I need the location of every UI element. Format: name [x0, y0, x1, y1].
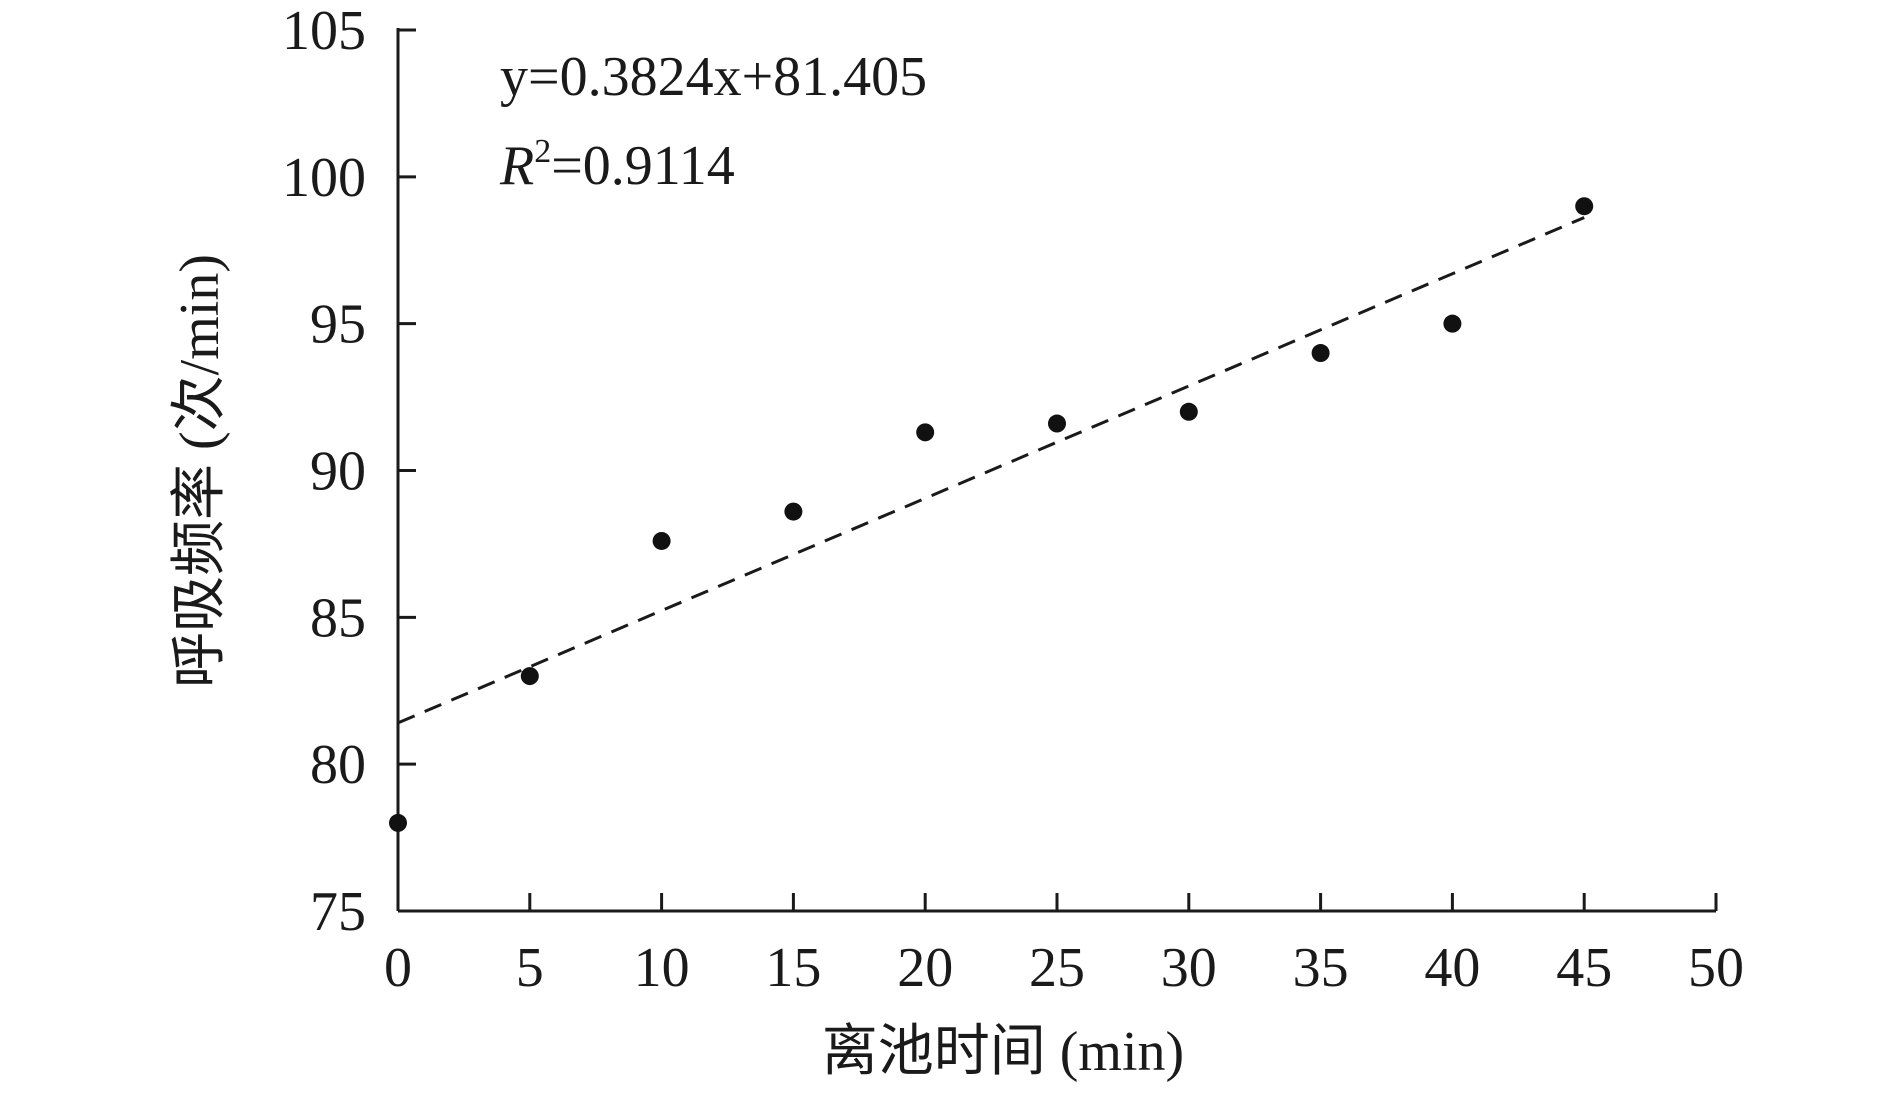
data-point [1179, 402, 1198, 421]
x-axis-title: 离池时间 (min) [822, 1021, 1184, 1083]
trendline [397, 216, 1585, 725]
trendline-layer [397, 216, 1585, 725]
y-tick-label: 100 [282, 147, 366, 209]
data-point [389, 813, 407, 832]
y-tick-label: 105 [282, 0, 366, 62]
x-tick-label: 20 [897, 937, 953, 999]
r-squared-value: =0.9114 [551, 135, 735, 197]
data-point [1443, 314, 1462, 333]
x-ticks: 0 5 10 15 20 25 30 35 40 45 50 [384, 893, 1744, 999]
x-tick-label: 15 [765, 937, 821, 999]
data-point [1311, 344, 1330, 363]
data-point [1575, 197, 1594, 216]
y-tick-label: 85 [310, 587, 366, 649]
x-tick-label: 35 [1293, 937, 1349, 999]
regression-equation: y=0.3824x+81.405 [500, 46, 927, 108]
data-point [784, 502, 803, 521]
r-squared-superscript: 2 [534, 133, 551, 170]
r-squared-annotation: R2=0.9114 [499, 133, 735, 197]
data-point [652, 531, 671, 550]
r-squared-symbol: R [499, 135, 534, 197]
x-tick-label: 0 [384, 937, 412, 999]
x-tick-label: 10 [634, 937, 690, 999]
y-tick-label: 80 [310, 734, 366, 796]
y-tick-label: 95 [310, 294, 366, 356]
x-tick-label: 45 [1556, 937, 1612, 999]
x-tick-label: 5 [516, 937, 544, 999]
x-tick-label: 30 [1161, 937, 1217, 999]
data-points [389, 197, 1594, 832]
data-point [1048, 414, 1066, 433]
y-tick-label: 75 [310, 881, 366, 943]
y-ticks: 75 80 85 90 95 100 105 [282, 0, 416, 943]
y-tick-label: 90 [310, 441, 366, 503]
data-point [520, 667, 539, 686]
x-tick-label: 25 [1029, 937, 1085, 999]
data-point [916, 423, 935, 442]
x-tick-label: 50 [1688, 937, 1744, 999]
y-axis-title: 呼吸频率 (次/min) [169, 254, 231, 688]
x-tick-label: 40 [1424, 937, 1480, 999]
